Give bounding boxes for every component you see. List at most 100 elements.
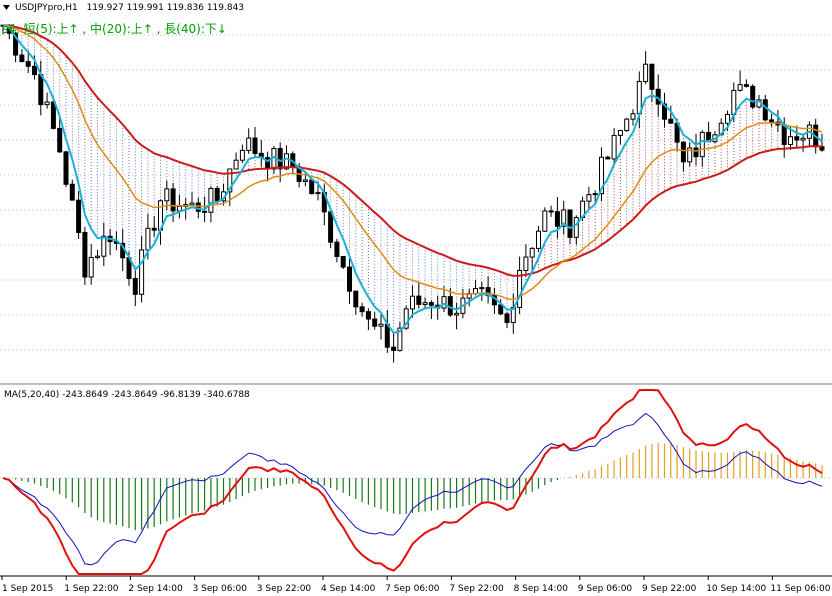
candle-body <box>246 137 252 151</box>
candle-body <box>743 84 749 87</box>
candle-body <box>32 65 37 76</box>
x-tick-label: 3 Sep 06:00 <box>193 584 248 594</box>
x-tick-label: 2 Sep 14:00 <box>128 584 183 594</box>
candle-body <box>19 54 25 63</box>
candle-body <box>428 302 434 306</box>
x-tick-label: 3 Sep 22:00 <box>257 584 312 594</box>
candle-body <box>340 255 346 268</box>
candle-body <box>195 202 201 212</box>
candle-body <box>769 119 775 123</box>
candle-body <box>592 193 598 196</box>
indicator-label: MA(5,20,40) -243.8649 -243.8649 -96.8139… <box>4 390 250 400</box>
candle-body <box>252 137 258 154</box>
candle-body <box>170 188 176 212</box>
short-long-diff-line <box>2 389 823 575</box>
candle-body <box>214 187 220 202</box>
candle-body <box>302 179 308 182</box>
candle-body <box>554 211 560 227</box>
candle-body <box>548 210 554 213</box>
candle-body <box>668 118 674 124</box>
candle-body <box>227 168 233 193</box>
candle-body <box>164 188 170 202</box>
candle-body <box>239 149 245 161</box>
candle-body <box>479 287 485 290</box>
symbol-ohlc-line: USDJPYpro,H1 119.927 119.991 119.836 119… <box>15 3 244 13</box>
candle-body <box>233 159 239 170</box>
candle-body <box>378 323 384 327</box>
candle-body <box>680 141 686 163</box>
candle-body <box>202 210 208 213</box>
candle-body <box>693 147 699 158</box>
x-tick-label: 4 Sep 14:00 <box>321 584 376 594</box>
x-tick-label: 1 Sep 2015 <box>2 584 53 594</box>
x-tick-label: 7 Sep 06:00 <box>385 584 440 594</box>
candle-body <box>151 227 157 231</box>
candle-body <box>523 256 529 271</box>
candle-body <box>410 295 415 310</box>
x-tick-label: 11 Sep 06:00 <box>770 584 830 594</box>
candle-body <box>699 131 705 158</box>
candle-body <box>50 101 56 129</box>
candle-body <box>649 63 655 90</box>
candle-body <box>403 308 409 329</box>
candle-body <box>82 231 88 278</box>
x-tick-label: 1 Sep 22:00 <box>64 584 119 594</box>
candle-body <box>536 230 541 249</box>
candle-body <box>365 311 371 320</box>
candle-body <box>328 211 334 243</box>
candle-body <box>599 156 604 195</box>
symbol-label: USDJPYpro,H1 <box>15 3 78 13</box>
candle-body <box>573 217 579 238</box>
candle-body <box>391 346 397 351</box>
candle-body <box>750 85 756 108</box>
x-tick-label: 9 Sep 22:00 <box>642 584 697 594</box>
candle-body <box>643 63 649 82</box>
candle-body <box>504 313 510 323</box>
candle-body <box>498 304 504 315</box>
ohlc-values: 119.927 119.991 119.836 119.843 <box>86 3 245 13</box>
candle-body <box>372 318 378 327</box>
candle-body <box>819 146 825 151</box>
candle-body <box>611 134 617 160</box>
candle-body <box>69 183 75 201</box>
candle-body <box>88 256 94 278</box>
candle-body <box>561 209 567 227</box>
candle-body <box>422 302 428 305</box>
candle-body <box>725 113 730 124</box>
candle-body <box>359 306 365 313</box>
candle-body <box>517 269 523 308</box>
candles <box>0 23 825 363</box>
ma-short-line <box>2 24 823 335</box>
candle-body <box>334 241 340 257</box>
candle-body <box>586 194 592 202</box>
x-tick-label: 9 Sep 06:00 <box>578 584 633 594</box>
ma-mid-line <box>2 24 823 301</box>
time-axis: 1 Sep 2015 1 Sep 22:00 2 Sep 14:00 3 Sep 06… <box>1 576 831 594</box>
indicator-histogram <box>8 443 823 531</box>
short-mid-diff-line <box>2 412 823 566</box>
candle-body <box>139 249 145 295</box>
candle-body <box>397 327 403 351</box>
candle-body <box>794 136 800 141</box>
candle-body <box>567 209 573 238</box>
candle-body <box>529 247 535 258</box>
candle-body <box>13 32 19 56</box>
candle-body <box>76 199 82 233</box>
candle-body <box>315 191 321 195</box>
ma-long-line <box>2 24 823 277</box>
candle-body <box>781 124 787 145</box>
candle-body <box>44 101 50 106</box>
candle-body <box>630 113 636 120</box>
candle-body <box>38 74 44 106</box>
candle-body <box>284 153 289 170</box>
candle-body <box>347 266 352 292</box>
candle-body <box>145 227 151 251</box>
candle-body <box>208 187 214 213</box>
candle-body <box>624 118 630 132</box>
candle-body <box>57 127 63 153</box>
candle-body <box>25 61 31 67</box>
candle-body <box>542 210 548 232</box>
indicator-lines <box>2 389 823 575</box>
candle-body <box>277 148 283 170</box>
chart-menu-arrow-icon[interactable] <box>3 5 10 10</box>
